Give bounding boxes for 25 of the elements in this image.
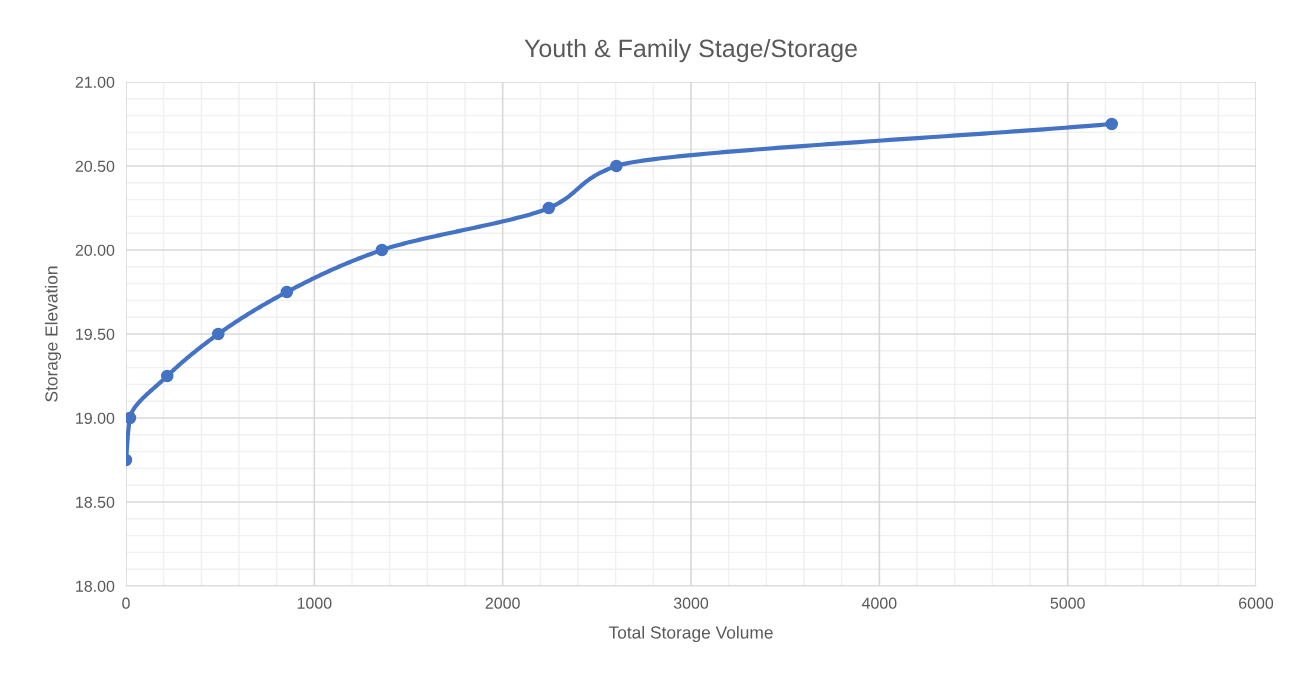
y-tick-label: 18.50 [76,496,115,508]
x-axis-title: Total Storage Volume [608,625,773,643]
y-tick-label: 20.00 [75,244,115,256]
x-tick-label: 6000 [1239,597,1274,609]
point [542,201,556,215]
y-tick-label: 19.00 [76,412,115,424]
point [610,159,623,173]
y-axis-title: Storage Elevation [44,266,62,402]
point [280,285,294,299]
x-tick-label: 5000 [1050,597,1085,609]
point [160,369,174,383]
x-tick-label: 2000 [485,597,520,609]
x-tick-label: 4000 [861,597,897,609]
x-tick-label: 1000 [297,597,332,609]
y-tick-label: 21.00 [75,76,115,88]
chart-title: Youth & Family Stage/Storage [524,38,857,63]
point [126,411,137,425]
y-tick-label: 18.00 [76,580,115,592]
y-tick-label: 19.50 [76,328,115,340]
point [375,243,389,257]
point [212,327,225,341]
point [1105,117,1118,131]
x-tick-label: 3000 [673,597,709,609]
x-tick-label: 0 [122,597,130,609]
y-tick-label: 20.50 [75,160,115,172]
